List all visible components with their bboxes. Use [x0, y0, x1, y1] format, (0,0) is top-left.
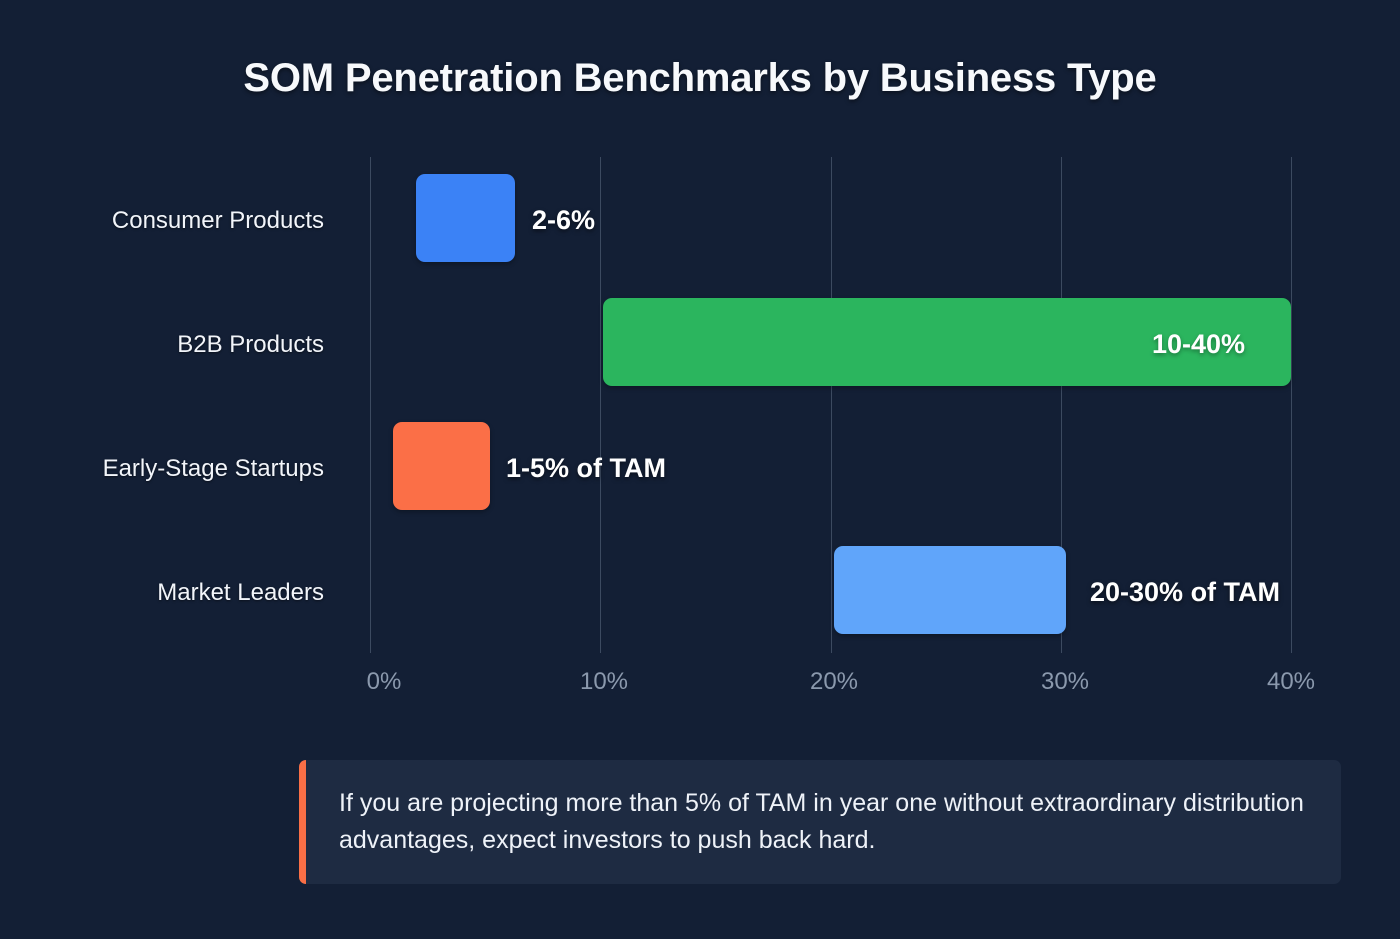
bar-value-early-stage-startups: 1-5% of TAM: [506, 453, 666, 483]
gridline-20: [831, 157, 832, 653]
plot-area: [370, 157, 1292, 653]
gridline-30: [1061, 157, 1062, 653]
xtick-label-20: 20%: [809, 668, 859, 695]
category-label-early-stage-startups: Early-Stage Startups: [102, 455, 324, 482]
category-label-b2b-products: B2B Products: [177, 331, 324, 358]
xtick-label-30: 30%: [1040, 668, 1090, 695]
callout-accent-bar: [299, 760, 306, 884]
xtick-label-0: 0%: [366, 668, 402, 695]
bar-value-consumer-products: 2-6%: [532, 205, 596, 235]
xtick-label-10: 10%: [579, 668, 629, 695]
bar-b2b-products[interactable]: [603, 298, 1291, 386]
callout-text: If you are projecting more than 5% of TA…: [339, 789, 1304, 854]
bar-consumer-products[interactable]: [416, 174, 515, 262]
category-label-market-leaders: Market Leaders: [157, 579, 324, 606]
xtick-label-40: 40%: [1266, 668, 1316, 695]
chart-title: SOM Penetration Benchmarks by Business T…: [243, 56, 1157, 100]
callout-box: If you are projecting more than 5% of TA…: [299, 760, 1341, 884]
bar-early-stage-startups[interactable]: [393, 422, 490, 510]
gridline-10: [600, 157, 601, 653]
bar-value-market-leaders: 20-30% of TAM: [1090, 577, 1281, 607]
bar-value-b2b-products: 10-40%: [1152, 329, 1246, 359]
category-label-consumer-products: Consumer Products: [111, 207, 324, 234]
bar-market-leaders[interactable]: [834, 546, 1066, 634]
gridline-40: [1291, 157, 1292, 653]
gridline-0: [370, 157, 371, 653]
